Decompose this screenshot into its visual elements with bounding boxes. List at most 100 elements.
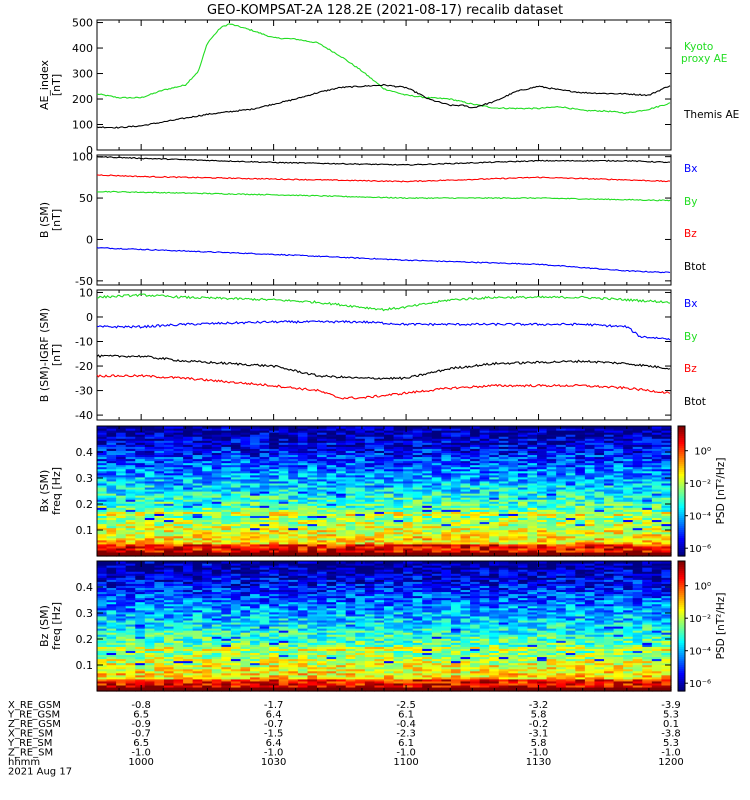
spectrogram-cell bbox=[403, 428, 414, 431]
spectrogram-cell bbox=[479, 442, 490, 445]
spectrogram-cell bbox=[202, 539, 213, 543]
spectrogram-cell bbox=[470, 541, 481, 545]
spectrogram-cell bbox=[116, 523, 127, 527]
spectrogram-cell bbox=[173, 543, 184, 547]
spectrogram-cell bbox=[183, 551, 194, 555]
spectrogram-cell bbox=[632, 444, 643, 447]
spectrogram-cell bbox=[135, 642, 146, 645]
spectrogram-cell bbox=[575, 436, 586, 439]
spectrogram-cell bbox=[556, 488, 567, 492]
spectrogram-cell bbox=[623, 448, 634, 451]
spectrogram-cell bbox=[326, 436, 337, 439]
spectrogram-cell bbox=[393, 432, 404, 435]
spectrogram-cell bbox=[230, 541, 242, 545]
spectrogram-cell bbox=[364, 537, 376, 541]
spectrogram-cell bbox=[508, 428, 519, 431]
spectrogram-cell bbox=[450, 497, 462, 500]
spectrogram-cell bbox=[326, 446, 337, 449]
spectrogram-cell bbox=[259, 466, 270, 470]
spectrogram-cell bbox=[651, 549, 663, 553]
spectrogram-cell bbox=[632, 462, 643, 466]
spectrogram-cell bbox=[307, 438, 318, 441]
spectrogram-cell bbox=[431, 448, 442, 451]
spectrogram-cell bbox=[97, 428, 108, 431]
spectrogram-cell bbox=[517, 486, 529, 490]
spectrogram-cell bbox=[613, 488, 624, 492]
spectrogram-cell bbox=[412, 499, 423, 502]
spectrogram-cell bbox=[556, 531, 567, 535]
spectrogram-cell bbox=[527, 537, 538, 541]
spectrogram-cell bbox=[364, 458, 376, 462]
spectrogram-cell bbox=[441, 515, 452, 519]
spectrogram-cell bbox=[183, 539, 194, 543]
spectrogram-cell bbox=[144, 609, 155, 613]
spectrogram-cell bbox=[116, 491, 127, 494]
spectrogram-cell bbox=[250, 476, 261, 480]
spectrogram-cell bbox=[144, 632, 155, 635]
spectrogram-cell bbox=[106, 615, 117, 619]
spectrogram-cell bbox=[517, 466, 529, 470]
spectrogram-cell bbox=[422, 452, 433, 456]
spectrogram-cell bbox=[642, 432, 653, 435]
spectrogram-cell bbox=[374, 442, 385, 445]
spectrogram-cell bbox=[116, 682, 127, 686]
spectrogram-cell bbox=[240, 535, 251, 539]
spectrogram-cell bbox=[192, 660, 203, 664]
spectrogram-cell bbox=[307, 426, 318, 429]
spectrogram-cell bbox=[183, 523, 194, 527]
spectrogram-cell bbox=[269, 464, 280, 468]
spectrogram-cell bbox=[230, 531, 242, 535]
spectrogram-cell bbox=[498, 517, 509, 521]
spectrogram-cell bbox=[240, 472, 251, 476]
spectrogram-cell bbox=[125, 535, 136, 539]
spectrogram-cell bbox=[422, 533, 433, 537]
spectrogram-cell bbox=[403, 509, 414, 512]
spectrogram-cell bbox=[202, 476, 213, 480]
spectrogram-cell bbox=[202, 513, 213, 516]
spectrogram-cell bbox=[163, 460, 175, 464]
spectrogram-cell bbox=[173, 517, 184, 521]
spectrogram-cell bbox=[489, 525, 500, 529]
spectrogram-cell bbox=[364, 474, 376, 478]
spectrogram-cell bbox=[355, 515, 366, 519]
spectrogram-cell bbox=[202, 428, 213, 431]
spectrogram-cell bbox=[575, 460, 586, 464]
spectrogram-cell bbox=[661, 509, 672, 512]
spectrogram-cell bbox=[116, 650, 127, 654]
spectrogram-cell bbox=[613, 491, 624, 494]
spectrogram-cell bbox=[163, 438, 175, 441]
spectrogram-cell bbox=[192, 499, 203, 502]
spectrogram-cell bbox=[163, 553, 175, 557]
spectrogram-cell bbox=[221, 497, 232, 500]
spectrogram-cell bbox=[537, 501, 548, 504]
spectrogram-cell bbox=[345, 476, 356, 480]
spectrogram-cell bbox=[345, 539, 356, 543]
spectrogram-cell bbox=[288, 549, 299, 553]
spectrogram-cell bbox=[632, 511, 643, 514]
spectrogram-cell bbox=[537, 466, 548, 470]
spectrogram-cell bbox=[508, 474, 519, 478]
spectrogram-cell bbox=[546, 551, 557, 555]
spectrogram-cell bbox=[154, 470, 165, 474]
spectrogram-cell bbox=[546, 438, 557, 441]
spectrogram-cell bbox=[97, 648, 108, 651]
spectrogram-cell bbox=[364, 533, 376, 537]
spectrogram-cell bbox=[154, 678, 165, 682]
spectrogram-cell bbox=[642, 533, 653, 537]
spectrogram-cell bbox=[144, 573, 155, 576]
spectrogram-cell bbox=[565, 442, 576, 445]
spectrogram-cell bbox=[173, 484, 184, 488]
spectrogram-cell bbox=[517, 450, 529, 454]
spectrogram-cell bbox=[651, 539, 663, 543]
spectrogram-cell bbox=[431, 531, 442, 535]
spectrogram-cell bbox=[374, 428, 385, 431]
spectrogram-cell bbox=[613, 521, 624, 525]
spectrogram-cell bbox=[565, 529, 576, 533]
spectrogram-cell bbox=[355, 511, 366, 514]
spectrogram-cell bbox=[307, 503, 318, 506]
spectrogram-cell bbox=[221, 513, 232, 516]
spectrogram-cell bbox=[106, 553, 117, 557]
spectrogram-cell bbox=[441, 448, 452, 451]
spectrogram-cell bbox=[211, 551, 222, 555]
spectrogram-cell bbox=[575, 466, 586, 470]
